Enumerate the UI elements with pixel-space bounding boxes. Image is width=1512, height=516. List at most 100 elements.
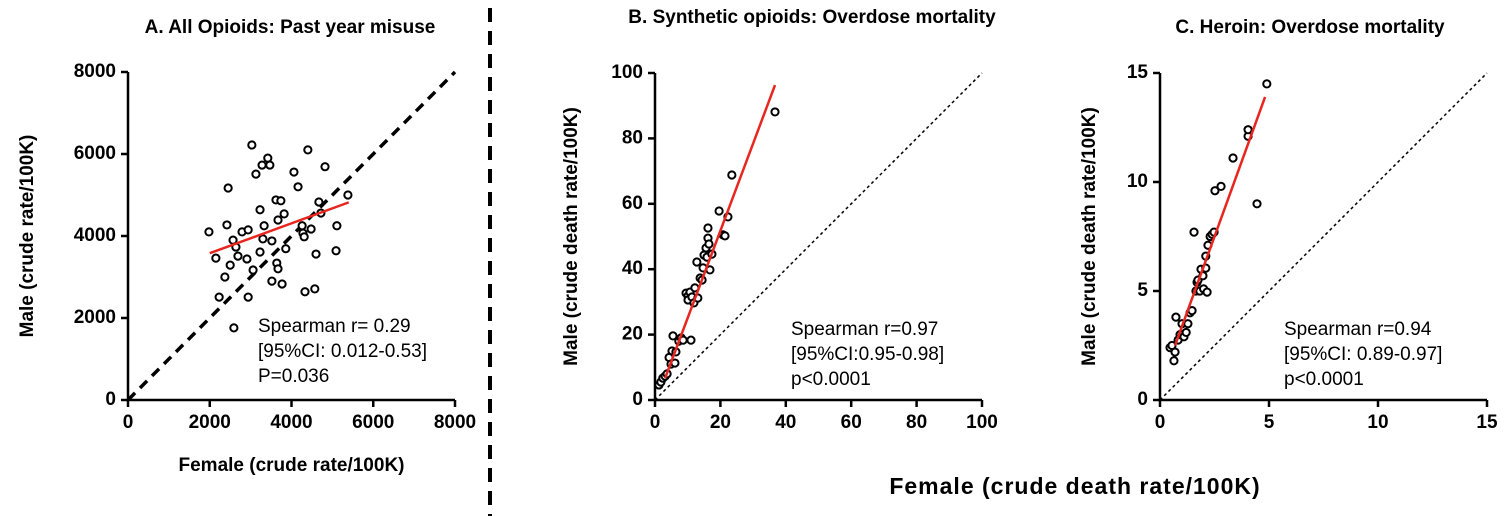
data-point (289, 167, 299, 177)
x-tick-label: 15 (1476, 412, 1498, 433)
data-point (279, 209, 289, 219)
data-point (247, 140, 257, 150)
data-point (255, 205, 265, 215)
x-tick-label: 8000 (434, 412, 476, 433)
x-axis-label: Female (crude rate/100K) (179, 455, 405, 476)
data-point (668, 331, 678, 341)
y-tick-label: 20 (622, 324, 643, 345)
data-point (223, 183, 233, 193)
data-point (1252, 199, 1262, 209)
panel-title: A. All Opioids: Past year misuse (145, 17, 436, 38)
y-tick-label: 0 (632, 389, 643, 410)
data-point (703, 223, 713, 233)
data-point (1228, 153, 1238, 163)
data-point (265, 160, 275, 170)
data-point (293, 182, 303, 192)
data-point (229, 323, 239, 333)
panel-title: B. Synthetic opioids: Overdose mortality (628, 7, 996, 28)
data-point (255, 247, 265, 257)
data-point (243, 292, 253, 302)
data-point (248, 265, 258, 275)
data-point (343, 190, 353, 200)
y-tick-label: 40 (622, 258, 643, 279)
data-point (1189, 227, 1199, 237)
stat-annotation: [95%CI: 0.89-0.97] (1284, 344, 1442, 365)
identity-line (1159, 72, 1488, 401)
stat-annotation: Spearman r= 0.29 (258, 316, 411, 337)
data-point (311, 249, 321, 259)
data-point (1202, 287, 1212, 297)
data-point (303, 145, 313, 155)
data-point (320, 162, 330, 172)
y-tick-label: 2000 (74, 307, 116, 328)
data-point (314, 197, 324, 207)
stat-annotation: P=0.036 (258, 366, 329, 387)
data-point (1216, 181, 1226, 191)
data-point (243, 225, 253, 235)
y-tick-label: 8000 (74, 61, 116, 82)
data-point (258, 234, 268, 244)
y-tick-label: 100 (611, 62, 643, 83)
data-point (1243, 125, 1253, 135)
data-point (242, 254, 252, 264)
y-axis-label: Male (crude death rate/100K) (561, 107, 582, 366)
data-point (1183, 319, 1193, 329)
data-point (1181, 327, 1191, 338)
data-point (704, 239, 714, 249)
y-axis-label: Male (crude death rate/100K) (1079, 107, 1100, 366)
y-axis-label: Male (crude rate/100K) (17, 135, 38, 338)
x-tick-label: 10 (1367, 412, 1388, 433)
data-point (273, 215, 283, 225)
data-point (276, 196, 286, 206)
regression-line (663, 84, 777, 379)
stat-annotation: p<0.0001 (1284, 369, 1364, 390)
y-tick-label: 5 (1137, 280, 1148, 301)
data-point (225, 260, 235, 270)
data-point (1170, 347, 1180, 357)
data-point (300, 287, 310, 297)
x-tick-label: 4000 (270, 412, 312, 433)
data-point (214, 292, 224, 302)
y-tick-label: 0 (105, 389, 116, 410)
y-tick-label: 60 (622, 193, 643, 214)
x-tick-label: 5 (1264, 412, 1275, 433)
data-point (299, 232, 309, 242)
regression-line (209, 201, 350, 255)
x-tick-label: 40 (775, 412, 796, 433)
data-point (220, 272, 230, 282)
x-tick-label: 2000 (189, 412, 231, 433)
data-point (1262, 79, 1272, 89)
x-tick-label: 0 (650, 412, 661, 433)
data-point (686, 335, 696, 345)
x-tick-label: 100 (966, 412, 998, 433)
x-tick-label: 0 (123, 412, 134, 433)
stat-annotation: Spearman r=0.97 (791, 319, 938, 340)
y-tick-label: 10 (1127, 171, 1148, 192)
data-point (1210, 186, 1220, 196)
data-point (720, 231, 730, 241)
data-point (222, 220, 232, 230)
y-tick-label: 80 (622, 127, 643, 148)
data-point (310, 284, 320, 294)
regression-line (1173, 96, 1267, 346)
stat-annotation: Spearman r=0.94 (1284, 319, 1432, 340)
data-point (267, 236, 277, 246)
data-point (297, 221, 307, 231)
x-tick-label: 0 (1155, 412, 1166, 433)
data-point (251, 169, 261, 179)
panel-title: C. Heroin: Overdose mortality (1175, 17, 1445, 38)
y-tick-label: 15 (1127, 62, 1149, 83)
x-tick-label: 60 (841, 412, 862, 433)
x-tick-label: 20 (710, 412, 731, 433)
identity-line (654, 72, 983, 401)
stat-annotation: [95%CI:0.95-0.98] (791, 344, 944, 365)
data-point (692, 257, 702, 267)
stat-annotation: [95%CI: 0.012-0.53] (258, 341, 427, 362)
data-point (332, 221, 342, 231)
data-point (267, 276, 277, 286)
data-point (273, 264, 283, 274)
data-point (306, 224, 316, 234)
y-tick-label: 6000 (74, 143, 116, 164)
data-point (211, 253, 221, 263)
